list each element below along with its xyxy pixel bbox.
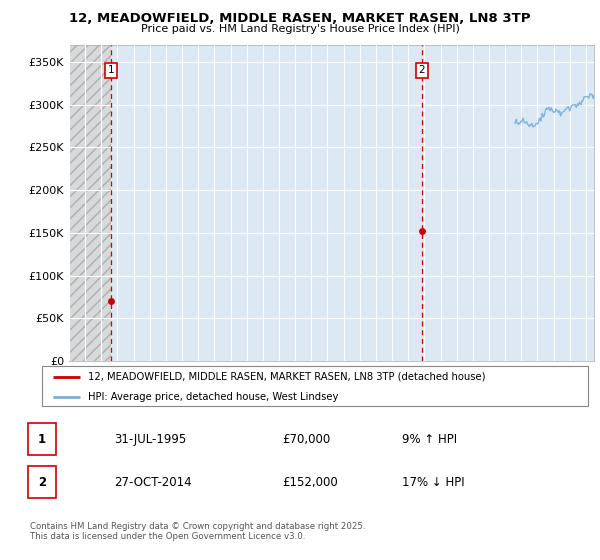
Text: £152,000: £152,000 bbox=[282, 475, 338, 489]
Text: HPI: Average price, detached house, West Lindsey: HPI: Average price, detached house, West… bbox=[88, 392, 339, 402]
Text: £70,000: £70,000 bbox=[282, 432, 330, 446]
Text: Contains HM Land Registry data © Crown copyright and database right 2025.
This d: Contains HM Land Registry data © Crown c… bbox=[30, 522, 365, 542]
Text: 31-JUL-1995: 31-JUL-1995 bbox=[114, 432, 186, 446]
Text: 12, MEADOWFIELD, MIDDLE RASEN, MARKET RASEN, LN8 3TP: 12, MEADOWFIELD, MIDDLE RASEN, MARKET RA… bbox=[69, 12, 531, 25]
Text: 2: 2 bbox=[38, 475, 46, 489]
Bar bbox=[69, 45, 110, 361]
Text: 2: 2 bbox=[418, 65, 425, 75]
Text: 1: 1 bbox=[107, 65, 114, 75]
Text: 17% ↓ HPI: 17% ↓ HPI bbox=[402, 475, 464, 489]
Text: 9% ↑ HPI: 9% ↑ HPI bbox=[402, 432, 457, 446]
Bar bbox=[28, 423, 56, 455]
Text: 1: 1 bbox=[38, 432, 46, 446]
Bar bbox=[28, 466, 56, 498]
Text: Price paid vs. HM Land Registry's House Price Index (HPI): Price paid vs. HM Land Registry's House … bbox=[140, 24, 460, 34]
Text: 27-OCT-2014: 27-OCT-2014 bbox=[114, 475, 191, 489]
Text: 12, MEADOWFIELD, MIDDLE RASEN, MARKET RASEN, LN8 3TP (detached house): 12, MEADOWFIELD, MIDDLE RASEN, MARKET RA… bbox=[88, 372, 486, 382]
